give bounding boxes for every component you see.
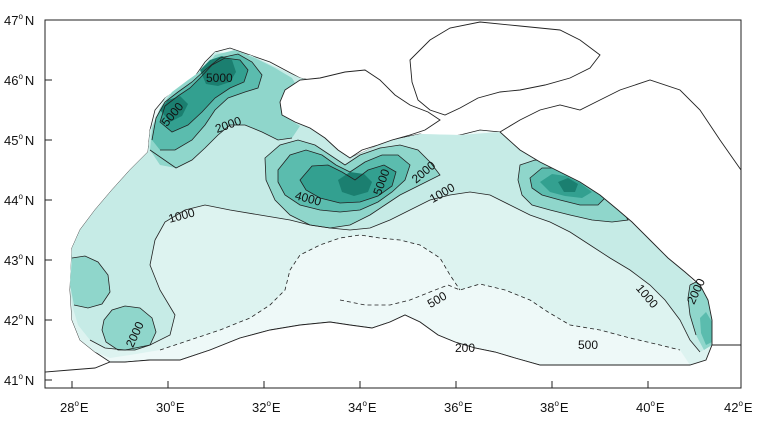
sea-5000-fill-center (338, 172, 372, 196)
contour-2000-center (264, 139, 441, 229)
contour-label-1000-w: 1000 (167, 205, 197, 226)
sea-5000-fill (200, 56, 236, 86)
lon-label-38: 38oE (540, 399, 569, 415)
crimea-peninsula (279, 69, 441, 159)
lon-label-36: 36oE (444, 399, 473, 415)
contour-label-4000: 4000 (293, 188, 323, 209)
sea-5000-fill-w (160, 96, 188, 122)
lon-label-28: 28oE (60, 399, 89, 415)
lon-label-30: 30oE (156, 399, 185, 415)
lon-label-40: 40oE (636, 399, 665, 415)
latitude-labels: 47o N 46o N 45o N 44o N 43o N 42o N 41o N (4, 12, 34, 388)
sea-1000-fill (70, 52, 712, 352)
contour-3000-nw (151, 53, 263, 151)
contour-1000-west (149, 124, 293, 169)
lat-label-44: 44o N (4, 192, 34, 208)
sea-5000-fill-east (558, 178, 578, 192)
contour-label-500-se: 500 (578, 338, 598, 352)
longitude-labels: 28oE 30oE 32oE 34oE 36oE 38oE 40oE 42oE (60, 399, 753, 415)
land (44, 21, 742, 389)
sea-3000-fill-se (700, 312, 712, 345)
caucasus-land (499, 79, 742, 346)
lat-label-45: 45o N (4, 132, 34, 148)
turkey-land (44, 314, 742, 389)
contour-1000-sw (89, 239, 176, 351)
lat-label-41: 41o N (4, 372, 34, 388)
azov-land (409, 21, 601, 116)
lon-label-32: 32oE (252, 399, 281, 415)
contour-1000-main (154, 191, 701, 353)
contour-label-200-s: 200 (455, 341, 475, 355)
lon-label-34: 34oE (348, 399, 377, 415)
contour-2000-west (71, 255, 111, 309)
contour-500-dashed (159, 234, 461, 351)
contour-label-5000-nw: 5000 (206, 71, 233, 85)
sea-2000-fill-sw (102, 306, 156, 350)
contour-4000-nw (159, 57, 249, 133)
contour-4000-center (299, 164, 397, 204)
contour-3000-center (277, 149, 411, 213)
lat-label-47: 47o N (4, 12, 34, 28)
contour-2000-sw (101, 305, 157, 351)
lat-label-42: 42o N (4, 312, 34, 328)
map-border (44, 19, 742, 389)
sea-2000-fill-west (70, 256, 110, 308)
lat-label-46: 46o N (4, 72, 34, 88)
lat-label-43: 43o N (4, 252, 34, 268)
axis-ticks (45, 19, 742, 388)
lon-label-42: 42oE (724, 399, 753, 415)
sea-fill-layers (69, 47, 713, 366)
